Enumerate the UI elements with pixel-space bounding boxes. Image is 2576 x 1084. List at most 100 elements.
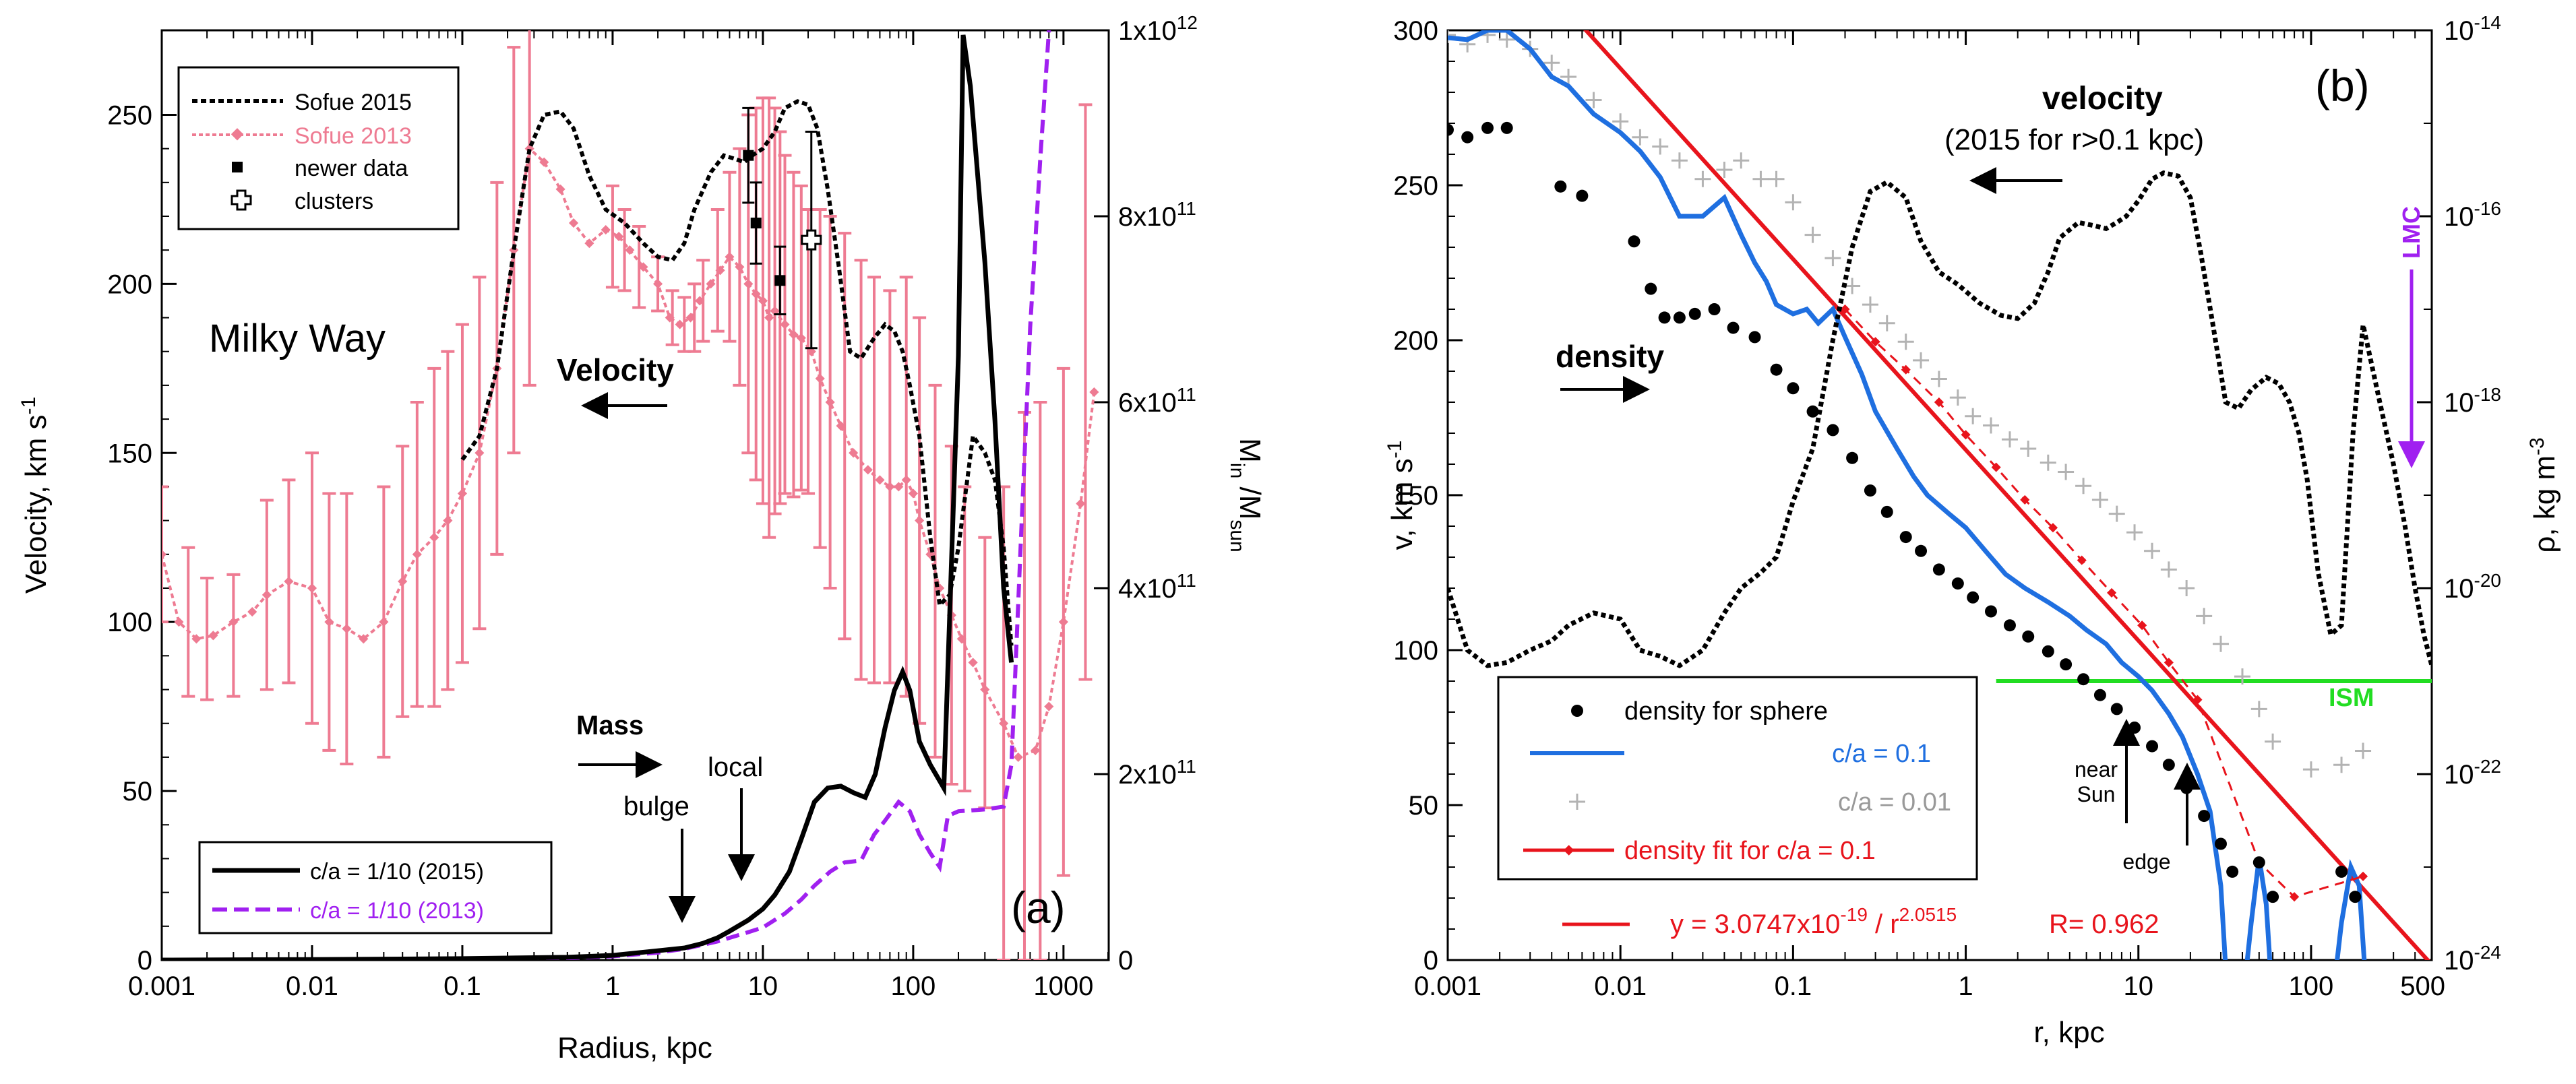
ca001-point	[2108, 505, 2125, 522]
sphere-density-point	[2003, 619, 2016, 632]
annotation-sun: Sun	[2077, 782, 2116, 806]
sofue2013-point	[601, 225, 611, 235]
panel-a-y2-label-sub2: sun	[1226, 519, 1248, 552]
ca001-point	[1824, 250, 1841, 267]
sphere-density-point	[1554, 180, 1567, 193]
ca001-point	[1913, 352, 1930, 369]
sofue2013-point	[980, 684, 990, 695]
sphere-density-point	[1787, 382, 1800, 395]
a-y2tick-base: 6x10	[1118, 388, 1177, 418]
sofue2013-point	[875, 475, 885, 485]
sphere-density-point	[1984, 605, 1997, 618]
sphere-density-point	[1864, 484, 1876, 497]
legend-clusters-label: clusters	[295, 189, 373, 214]
panel-a-y-label-sup: -1	[18, 397, 40, 415]
sofue2013-point	[247, 607, 257, 617]
sofue2013-point	[174, 617, 184, 627]
sphere-density-point	[1448, 123, 1454, 136]
a-ytick-label: 50	[123, 777, 153, 806]
b-y2tick-label: 10-16	[2444, 198, 2501, 232]
a-y2tick-base: 0	[1118, 946, 1133, 976]
panel-a-label: (a)	[1011, 883, 1066, 932]
b-y2tick-exp: -20	[2474, 570, 2501, 591]
panel-a-y-label: Velocity, km s-1	[18, 397, 53, 594]
fit-equation-middle: / r	[1868, 910, 1899, 939]
sofue2013-point	[735, 262, 745, 272]
panel-a-x-ticks: 0.001 0.01 0.1 1 10 100 1000	[128, 30, 1109, 1001]
a-y2tick-exp: 12	[1177, 12, 1198, 33]
a-y2tick-label: 2x1011	[1118, 756, 1196, 790]
mass2015-line	[162, 34, 1014, 960]
sofue2013-point	[429, 532, 439, 542]
sphere-density-point	[2146, 740, 2159, 753]
sofue2013-point	[706, 279, 716, 289]
ca001-point	[1965, 408, 1982, 424]
a-y2tick-exp: 11	[1177, 198, 1196, 219]
sofue2013-point	[796, 333, 806, 343]
sofue2013-point	[625, 245, 635, 255]
panel-b-y2-label: ρ, kg m-3	[2526, 437, 2561, 553]
sphere-density-point	[2093, 689, 2106, 701]
sphere-density-point	[2214, 837, 2227, 850]
a-ytick-label: 150	[107, 439, 152, 468]
sphere-density-point	[2077, 673, 2090, 686]
sphere-density-point	[1770, 363, 1783, 376]
b-y2tick-label: 10-14	[2444, 12, 2501, 46]
fit-equation-r: R= 0.962	[2049, 910, 2159, 939]
a-y2tick-base: 8x10	[1118, 202, 1177, 232]
b-y2tick-label: 10-22	[2444, 756, 2501, 790]
b-xtick-label: 0.01	[1594, 971, 1647, 1001]
sofue2013-point	[908, 488, 918, 499]
fit-equation-exp1: -19	[1840, 904, 1867, 925]
a-xtick-label: 100	[891, 971, 936, 1001]
sofue2013-point	[398, 576, 408, 587]
b-y2tick-exp: -14	[2474, 12, 2501, 33]
a-xtick-label: 0.001	[128, 971, 195, 1001]
ca001-point	[2355, 742, 2372, 759]
ca001-point	[1694, 170, 1711, 187]
sofue2013-point	[999, 718, 1009, 728]
sofue2013-point	[849, 448, 859, 458]
sofue2013-point	[863, 465, 873, 475]
b-y2tick-label: 10-18	[2444, 384, 2501, 418]
ca001-point	[1844, 278, 1861, 294]
ca001-point	[2001, 431, 2018, 448]
sofue2013-point	[743, 279, 754, 289]
ca001-point	[1878, 315, 1895, 331]
ca001-point	[2160, 561, 2177, 578]
legend-clusters-marker	[231, 189, 252, 211]
annotation-velocity-b: velocity	[2042, 81, 2163, 117]
b-y2tick-base: 10	[2444, 202, 2474, 232]
sofue2013-point	[359, 634, 369, 644]
ca001-point	[1785, 194, 1802, 211]
ca001-point	[1612, 113, 1629, 130]
legend-top-frame	[177, 66, 460, 230]
sofue2013-point	[901, 475, 911, 485]
panel-b-x-label: r, kpc	[2033, 1016, 2104, 1049]
ca001-point	[2091, 491, 2108, 508]
sofue2013-point	[685, 313, 696, 323]
annotation-near: near	[2075, 757, 2118, 782]
b-xtick-label: 100	[2289, 971, 2334, 1001]
legend-newer-data-marker	[232, 162, 243, 172]
a-y2tick-label: 6x1011	[1118, 384, 1196, 418]
legend-bottom-frame	[198, 841, 553, 934]
annotation-lmc: LMC	[2397, 206, 2425, 259]
ca001-point	[1652, 138, 1669, 155]
legend-mass2015-label: c/a = 1/10 (2015)	[310, 859, 484, 885]
ca001-point	[1949, 389, 1966, 406]
a-y2tick-label: 0	[1118, 946, 1133, 976]
ca001-point	[2196, 608, 2213, 625]
panel-b-x-ticks: 0.001 0.01 0.1 1 10 100 500	[1414, 30, 2445, 1001]
sofue2013-point	[825, 397, 835, 408]
sofue2013-point	[474, 448, 485, 458]
density-fit-point	[2358, 871, 2368, 881]
sphere-density-point	[2110, 703, 2123, 715]
annotation-density: density	[1556, 339, 1664, 374]
sofue2013-point	[162, 549, 167, 559]
newer-data-point	[743, 150, 754, 161]
sphere-density-point	[2226, 865, 2239, 878]
ca001-point	[1498, 31, 1515, 48]
